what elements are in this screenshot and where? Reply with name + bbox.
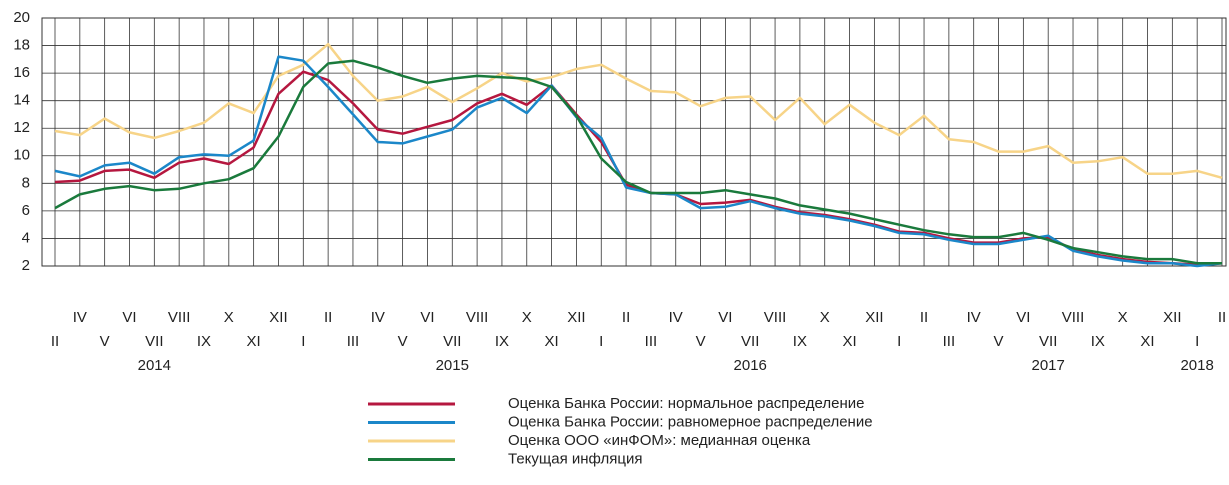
x-tick-label: VIII: [466, 309, 489, 326]
y-tick-label: 2: [22, 257, 30, 274]
x-tick-label: VI: [122, 309, 136, 326]
x-tick-label: IV: [371, 309, 385, 326]
x-tick-label: IV: [669, 309, 683, 326]
x-tick-label: III: [645, 333, 658, 350]
legend-label: Оценка Банка России: нормальное распреде…: [508, 395, 864, 412]
x-tick-label: VII: [1039, 333, 1057, 350]
x-tick-label: II: [920, 309, 928, 326]
x-tick-label: IV: [73, 309, 87, 326]
x-tick-label: V: [994, 333, 1004, 350]
year-label: 2015: [436, 357, 469, 374]
x-tick-label: II: [622, 309, 630, 326]
x-tick-label: X: [224, 309, 234, 326]
x-tick-label: I: [599, 333, 603, 350]
x-tick-label: III: [943, 333, 956, 350]
x-tick-label: VIII: [1062, 309, 1085, 326]
x-tick-label: XII: [269, 309, 287, 326]
year-label: 2014: [138, 357, 171, 374]
series-line: [54, 42, 1223, 180]
series-line: [54, 59, 1222, 265]
x-tick-label: XI: [1140, 333, 1154, 350]
x-tick-label: II: [324, 309, 332, 326]
y-tick-label: 18: [13, 37, 30, 54]
year-label: 2018: [1180, 357, 1213, 374]
x-tick-label: V: [100, 333, 110, 350]
y-tick-label: 8: [22, 174, 30, 191]
x-tick-label: II: [1218, 309, 1226, 326]
series-line: [54, 55, 1223, 268]
x-tick-label: II: [51, 333, 59, 350]
x-tick-label: III: [347, 333, 360, 350]
x-tick-label: XII: [1163, 309, 1181, 326]
legend-label: Текущая инфляция: [508, 450, 643, 467]
x-tick-label: VII: [145, 333, 163, 350]
x-tick-label: VI: [718, 309, 732, 326]
x-tick-label: VIII: [764, 309, 787, 326]
x-tick-label: XI: [247, 333, 261, 350]
y-tick-label: 4: [22, 229, 30, 246]
x-tick-label: V: [398, 333, 408, 350]
year-label: 2017: [1032, 357, 1065, 374]
x-tick-label: XI: [842, 333, 856, 350]
x-tick-label: I: [1195, 333, 1199, 350]
legend-label: Оценка Банка России: равномерное распред…: [508, 413, 873, 430]
x-tick-label: IX: [793, 333, 807, 350]
x-tick-label: X: [820, 309, 830, 326]
y-tick-label: 12: [13, 119, 30, 136]
y-tick-label: 10: [13, 147, 30, 164]
x-tick-label: V: [696, 333, 706, 350]
x-tick-label: X: [522, 309, 532, 326]
x-tick-label: XI: [545, 333, 559, 350]
x-tick-label: IX: [197, 333, 211, 350]
x-tick-label: IV: [967, 309, 981, 326]
x-tick-label: VI: [420, 309, 434, 326]
x-tick-label: XII: [567, 309, 585, 326]
x-tick-label: X: [1118, 309, 1128, 326]
x-tick-label: VI: [1016, 309, 1030, 326]
x-tick-label: VII: [741, 333, 759, 350]
x-tick-label: XII: [865, 309, 883, 326]
legend-label: Оценка ООО «инФОМ»: медианная оценка: [508, 432, 811, 449]
y-tick-label: 20: [13, 9, 30, 26]
x-tick-label: I: [897, 333, 901, 350]
x-tick-label: IX: [495, 333, 509, 350]
year-label: 2016: [734, 357, 767, 374]
x-tick-label: VIII: [168, 309, 191, 326]
y-tick-label: 16: [13, 64, 30, 81]
y-tick-label: 14: [13, 92, 30, 109]
x-tick-label: VII: [443, 333, 461, 350]
y-tick-label: 6: [22, 202, 30, 219]
x-tick-label: IX: [1091, 333, 1105, 350]
x-tick-label: I: [301, 333, 305, 350]
